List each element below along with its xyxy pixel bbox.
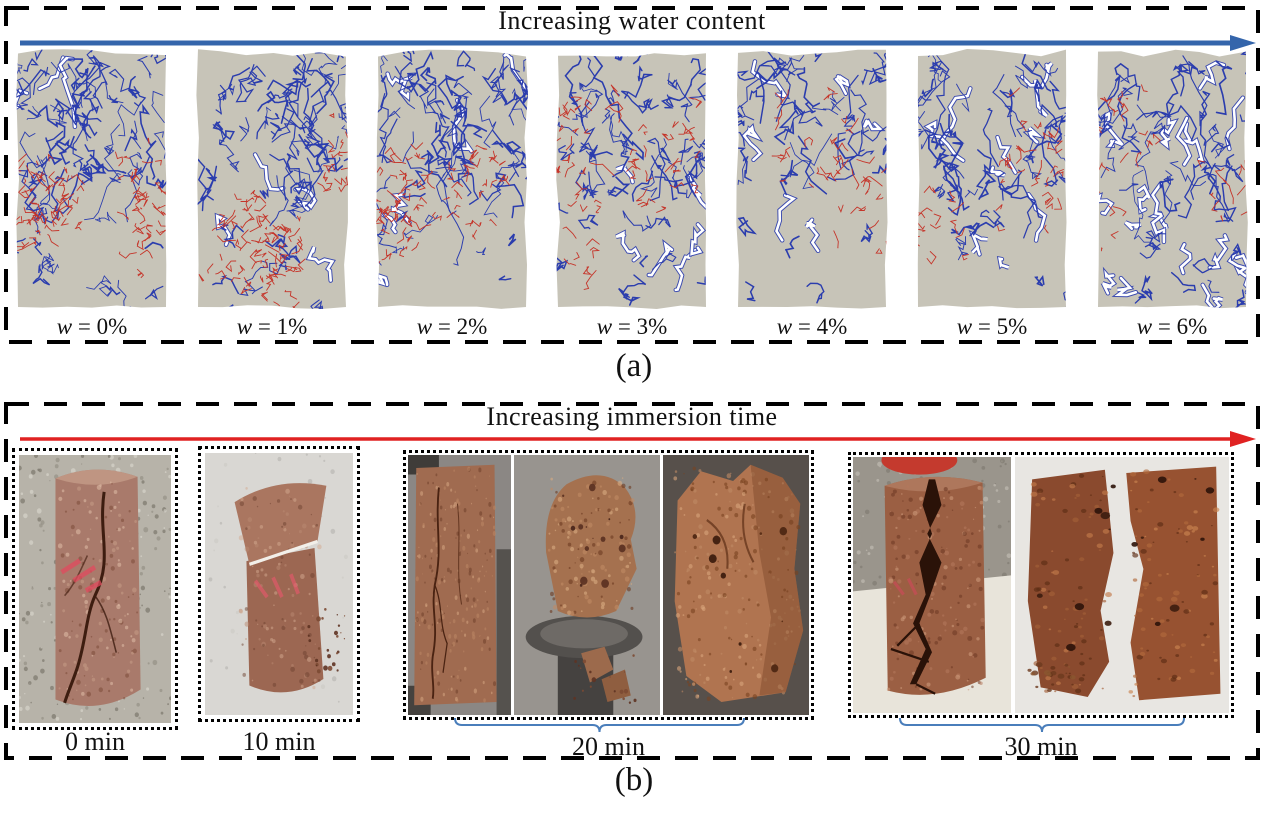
crack-network-image (736, 49, 888, 309)
crack-network-row: w = 0% w = 1% w = 2% w = 3% w = 4% w = 5… (14, 48, 1250, 340)
specimen-label: w = 2% (416, 314, 488, 339)
crack-network-image (16, 49, 167, 308)
sample-photo-image (19, 455, 171, 723)
sample-photo-image (205, 453, 353, 715)
sample-photo (853, 457, 1011, 713)
panel-b-letter: (b) (614, 762, 654, 798)
crack-network-w4: w = 4% (734, 48, 890, 340)
specimen-label: w = 5% (956, 314, 1028, 339)
crack-network-image (556, 53, 707, 309)
sample-photo-group-20min (403, 450, 814, 720)
sample-photo-image (853, 457, 1011, 713)
crack-network-w1: w = 1% (194, 48, 350, 340)
specimen-label: w = 3% (596, 314, 668, 339)
sample-photo (663, 455, 809, 715)
panel-a-letter: (a) (615, 348, 653, 384)
crack-network-image (376, 49, 528, 309)
specimen-label: w = 0% (56, 314, 128, 339)
crack-network-w5: w = 5% (914, 48, 1070, 340)
sample-photo-image (514, 455, 660, 715)
sample-photo-group-0min (12, 448, 178, 730)
sample-photo (408, 455, 511, 715)
sample-photo (1015, 457, 1229, 713)
time-label-20min: 20 min (572, 732, 645, 761)
time-label-0min: 0 min (65, 727, 125, 756)
sample-photo-group-10min (198, 446, 360, 722)
sample-photo-image (1015, 457, 1229, 713)
panel-b: Increasing immersion time 0 min 10 min 2… (4, 402, 1260, 761)
immersion-time-arrow-icon (20, 431, 1256, 447)
sample-photo (19, 455, 171, 723)
time-label-10min: 10 min (242, 727, 316, 756)
sample-photo-image (663, 455, 809, 715)
crack-network-image (917, 49, 1067, 309)
crack-network-w6: w = 6% (1094, 48, 1250, 340)
panel-a-title: Increasing water content (498, 6, 766, 35)
crack-network-w3: w = 3% (554, 48, 710, 340)
sample-photo (205, 453, 353, 715)
water-content-arrow-icon (20, 35, 1256, 51)
sample-photo-image (408, 455, 511, 715)
time-label-30min: 30 min (1004, 732, 1078, 761)
crack-network-image (196, 49, 348, 310)
specimen-label: w = 6% (1136, 314, 1208, 339)
crack-network-w2: w = 2% (374, 48, 530, 340)
panel-b-title: Increasing immersion time (486, 402, 778, 431)
panel-a: Increasing water content w = 0% w = 1% w… (4, 6, 1260, 344)
sample-photo-group-30min (848, 452, 1234, 718)
specimen-label: w = 1% (236, 314, 308, 339)
sample-photo (514, 455, 660, 715)
specimen-label: w = 4% (776, 314, 848, 339)
crack-network-image (1097, 49, 1248, 309)
crack-network-w0: w = 0% (14, 48, 170, 340)
